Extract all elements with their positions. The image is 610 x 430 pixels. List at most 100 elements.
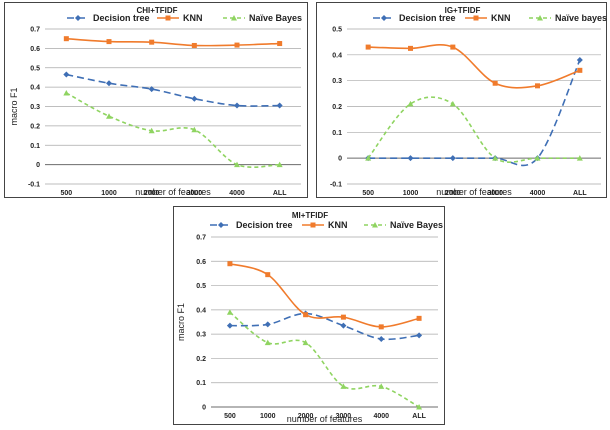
x-tick-label: 1000 [101, 190, 117, 197]
point-2-1 [407, 100, 414, 107]
series-line-1 [368, 44, 581, 89]
point-legend-2 [231, 15, 237, 21]
point-1-3 [191, 42, 197, 48]
point-legend-0 [381, 15, 387, 21]
chart-title: CHI+TFIDF [136, 6, 177, 15]
x-tick-label: 1000 [403, 190, 419, 197]
legend-label-1: KNN [183, 13, 203, 23]
point-1-0 [365, 44, 371, 50]
x-axis-label: number of features [287, 414, 363, 424]
legend-label-0: Decision tree [93, 13, 150, 23]
y-tick-label: 0 [338, 156, 342, 163]
point-1-5 [577, 67, 583, 73]
y-tick-label: 0.7 [196, 235, 206, 242]
y-tick-label: 0.2 [196, 356, 206, 363]
y-tick-label: 0.1 [30, 143, 40, 150]
point-2-5 [576, 155, 583, 161]
point-legend-2 [537, 15, 543, 21]
point-legend-1 [165, 15, 171, 21]
y-tick-label: -0.1 [28, 182, 40, 189]
point-2-2 [302, 339, 309, 346]
x-axis-label: number of features [436, 187, 512, 197]
y-tick-label: 0.3 [196, 332, 206, 339]
chart-panel-chi-tfidf: CHI+TFIDF -0.1 0 0.1 0.2 0.3 0.4 0.5 0.6 0.7 500 10… [4, 2, 308, 198]
chart-ig-tfidf: IG+TFIDF -0.1 0 0.1 0.2 0.3 0.4 0.5 500 1000 2000 3… [330, 6, 607, 197]
point-2-0 [365, 155, 372, 161]
series-line-0 [229, 312, 420, 341]
point-1-1 [408, 45, 413, 51]
point-0-4 [234, 102, 240, 109]
x-tick-label: 4000 [530, 190, 546, 197]
x-tick-label: 4000 [373, 413, 389, 420]
x-tick-label: 3000 [487, 190, 503, 197]
point-2-4 [378, 383, 385, 389]
series-line-1 [66, 37, 280, 47]
chart-title: IG+TFIDF [445, 6, 481, 15]
point-1-2 [303, 312, 309, 318]
y-tick-label: 0 [36, 162, 40, 169]
chart-title: MI+TFIDF [292, 211, 328, 220]
y-tick-label: 0.2 [30, 123, 40, 130]
y-tick-label: 0.4 [332, 52, 342, 59]
point-1-3 [492, 80, 498, 86]
y-tick-label: 0.5 [30, 65, 40, 72]
point-2-2 [148, 127, 155, 134]
point-legend-1 [473, 15, 479, 21]
point-0-3 [340, 322, 347, 329]
point-0-5 [576, 57, 583, 63]
x-tick-label: 2000 [445, 190, 461, 197]
point-0-1 [264, 321, 271, 328]
x-tick-label: 500 [362, 190, 374, 197]
series-line-0 [66, 73, 280, 107]
point-1-4 [234, 42, 240, 48]
point-0-5 [276, 102, 283, 109]
point-legend-1 [310, 222, 316, 228]
point-1-5 [416, 315, 422, 321]
x-tick-label: 2000 [144, 190, 160, 197]
x-tick-label: ALL [273, 190, 287, 197]
legend-label-1: KNN [328, 220, 348, 230]
x-tick-label: 500 [60, 190, 72, 197]
point-2-5 [276, 161, 283, 168]
point-legend-2 [372, 222, 378, 228]
x-tick-label: 500 [224, 413, 236, 420]
point-1-2 [149, 39, 155, 45]
y-tick-label: -0.1 [330, 182, 342, 189]
point-0-4 [378, 336, 385, 342]
point-1-2 [450, 44, 456, 50]
point-legend-0 [75, 15, 81, 21]
point-2-4 [234, 161, 240, 168]
chart-chi-tfidf: CHI+TFIDF -0.1 0 0.1 0.2 0.3 0.4 0.5 0.6 0.7 500 10… [9, 6, 302, 197]
chart-panel-ig-tfidf: IG+TFIDF -0.1 0 0.1 0.2 0.3 0.4 0.5 500 1000 2000 3… [316, 2, 607, 198]
point-1-4 [378, 324, 384, 330]
point-1-0 [63, 36, 69, 42]
chart-mi-tfidf: MI+TFIDF 0 0.1 0.2 0.3 0.4 0.5 0.6 0.7 500 1000 200… [176, 211, 443, 424]
x-tick-label: ALL [573, 190, 587, 197]
point-1-1 [265, 272, 271, 278]
y-axis-label: macro F1 [176, 303, 186, 341]
point-legend-0 [218, 222, 224, 228]
x-tick-label: 3000 [336, 413, 352, 420]
y-tick-label: 0.2 [332, 104, 342, 111]
point-0-2 [449, 155, 456, 162]
point-2-0 [226, 309, 233, 315]
point-2-1 [264, 339, 271, 346]
point-0-5 [416, 332, 423, 339]
x-tick-label: 3000 [187, 190, 203, 197]
series-line-2 [367, 96, 580, 163]
legend-label-1: KNN [491, 13, 511, 23]
y-tick-label: 0.1 [332, 130, 342, 137]
point-2-3 [191, 126, 198, 133]
y-tick-label: 0.7 [30, 27, 40, 34]
point-2-3 [340, 383, 347, 389]
legend-label-2: Naïve Bayes [390, 220, 443, 230]
series-line-1 [229, 262, 420, 328]
point-2-1 [106, 113, 112, 119]
point-0-3 [191, 95, 198, 102]
y-tick-label: 0.4 [196, 307, 206, 314]
point-0-2 [148, 86, 155, 93]
y-axis-label: macro F1 [9, 87, 19, 125]
point-1-5 [277, 41, 283, 47]
series-line-2 [229, 311, 420, 408]
y-tick-label: 0.3 [332, 78, 342, 85]
